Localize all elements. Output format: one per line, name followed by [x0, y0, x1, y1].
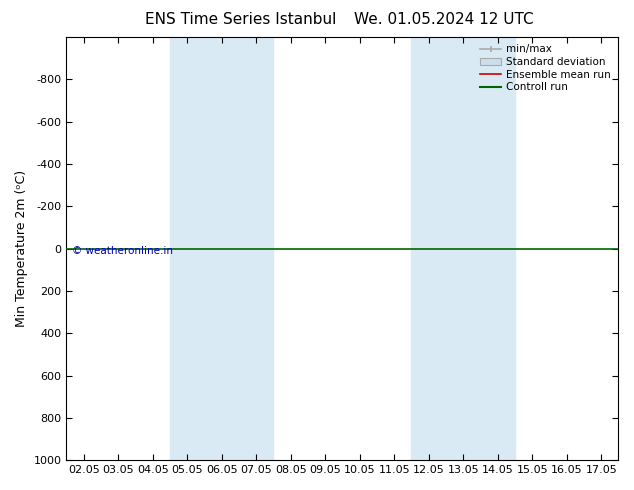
Bar	[170, 37, 273, 460]
Legend: min/max, Standard deviation, Ensemble mean run, Controll run: min/max, Standard deviation, Ensemble me…	[478, 42, 613, 94]
Text: © weatheronline.in: © weatheronline.in	[72, 246, 173, 256]
Bar	[411, 37, 515, 460]
Text: We. 01.05.2024 12 UTC: We. 01.05.2024 12 UTC	[354, 12, 534, 27]
Text: ENS Time Series Istanbul: ENS Time Series Istanbul	[145, 12, 337, 27]
Y-axis label: Min Temperature 2m (ᵒC): Min Temperature 2m (ᵒC)	[15, 170, 28, 327]
